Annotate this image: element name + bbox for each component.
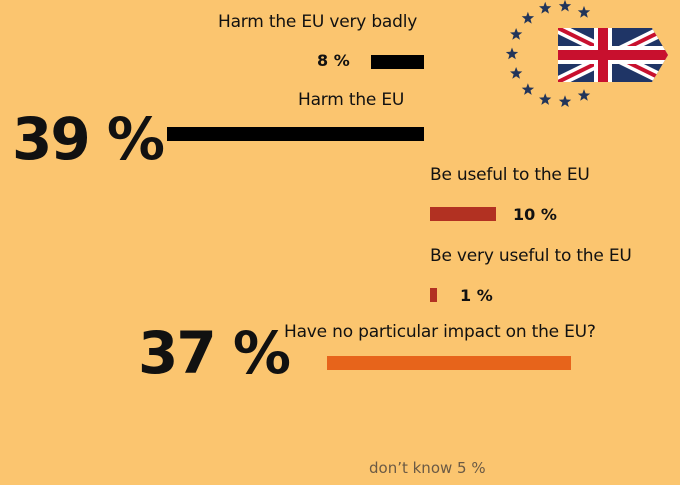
star-icon <box>577 5 591 18</box>
bar-harm-very-badly <box>371 55 424 69</box>
star-icon <box>521 11 535 24</box>
category-label-no-impact: Have no particular impact on the EU? <box>284 322 596 342</box>
eu-stars-icon <box>505 0 591 107</box>
bar-very-useful <box>430 288 437 302</box>
bar-harm <box>166 127 424 141</box>
star-icon <box>577 89 591 101</box>
star-icon <box>558 0 572 12</box>
category-label-very-useful: Be very useful to the EU <box>430 246 632 266</box>
star-icon <box>558 95 572 107</box>
eu-uk-flag-icon <box>505 0 668 107</box>
category-label-harm: Harm the EU <box>298 90 405 110</box>
value-label-no-impact: 37 % <box>138 319 291 387</box>
star-icon <box>505 47 519 60</box>
value-label-harm: 39 % <box>12 105 165 173</box>
star-icon <box>510 67 523 79</box>
star-icon <box>539 93 552 105</box>
value-label-useful: 10 % <box>513 205 557 224</box>
bar-no-impact <box>327 356 572 370</box>
category-label-useful: Be useful to the EU <box>430 165 590 185</box>
star-icon <box>521 83 535 95</box>
dont-know-label: don’t know 5 % <box>369 459 486 477</box>
value-label-very-useful: 1 % <box>460 286 493 305</box>
star-icon <box>510 28 523 40</box>
value-label-harm-very-badly: 8 % <box>317 51 350 70</box>
bar-useful <box>430 207 496 221</box>
star-icon <box>539 1 552 14</box>
category-label-harm-very-badly: Harm the EU very badly <box>218 12 418 32</box>
